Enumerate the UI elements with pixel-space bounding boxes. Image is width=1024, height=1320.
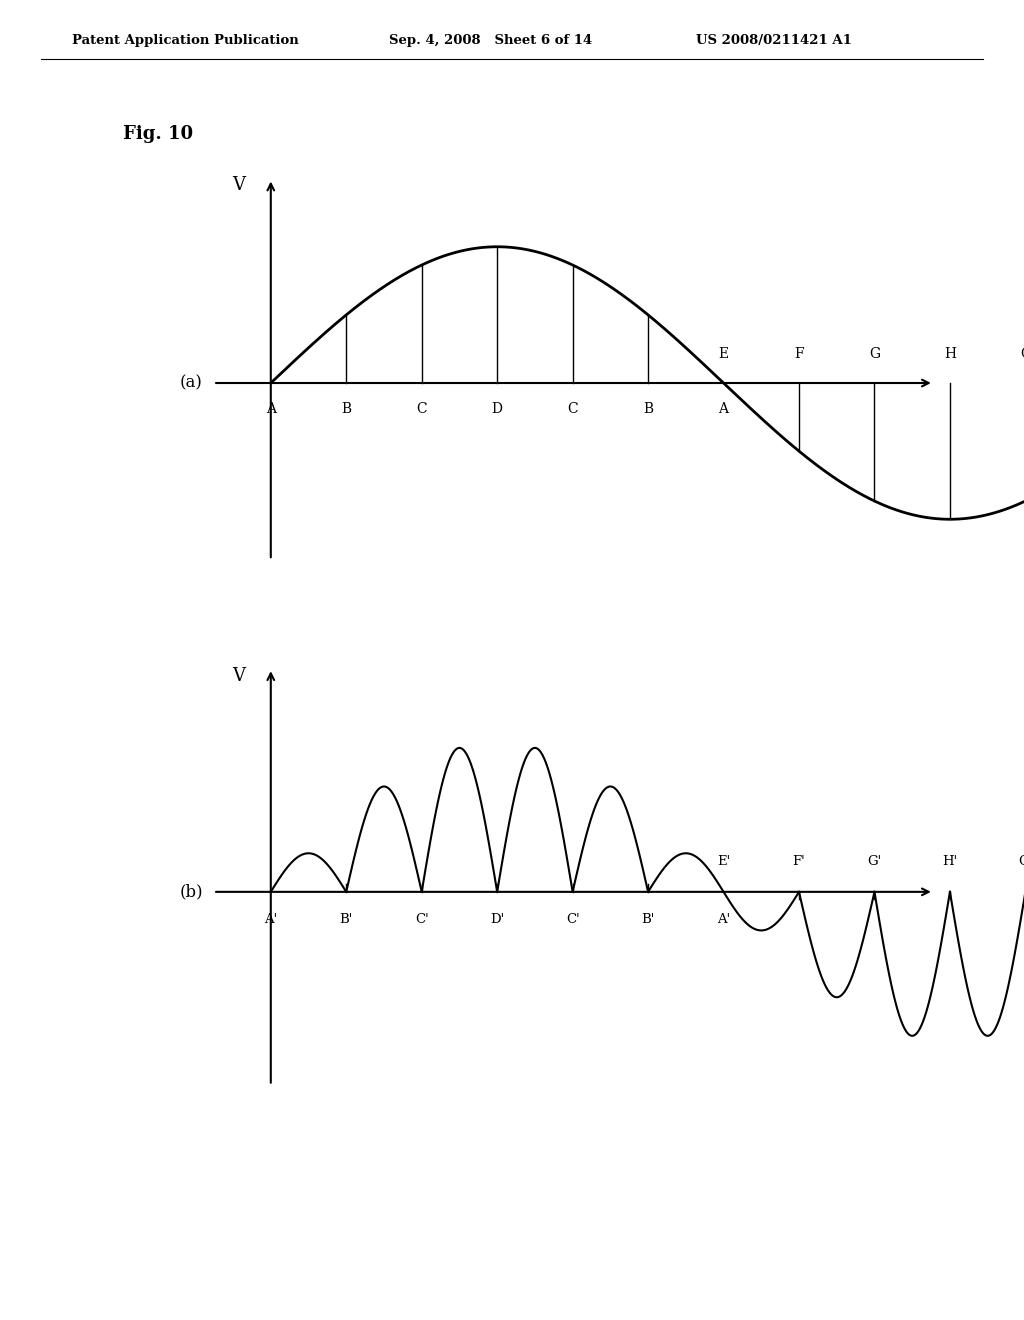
Text: F': F' [793, 855, 806, 869]
Text: F: F [795, 347, 804, 362]
Text: G: G [869, 347, 880, 362]
Text: G': G' [1018, 855, 1024, 869]
Text: C: C [567, 403, 578, 416]
Text: (b): (b) [180, 883, 204, 900]
Text: A: A [719, 403, 728, 416]
Text: A: A [266, 403, 275, 416]
Text: (a): (a) [180, 375, 203, 392]
Text: G': G' [867, 855, 882, 869]
Text: Sep. 4, 2008   Sheet 6 of 14: Sep. 4, 2008 Sheet 6 of 14 [389, 34, 592, 48]
Text: G: G [1020, 347, 1024, 362]
Text: A': A' [264, 912, 278, 925]
Text: E': E' [717, 855, 730, 869]
Text: D': D' [490, 912, 504, 925]
Text: D: D [492, 403, 503, 416]
Text: E: E [719, 347, 729, 362]
Text: US 2008/0211421 A1: US 2008/0211421 A1 [696, 34, 852, 48]
Text: V: V [232, 667, 246, 685]
Text: Fig. 10: Fig. 10 [123, 125, 193, 144]
Text: V: V [232, 177, 246, 194]
Text: Patent Application Publication: Patent Application Publication [72, 34, 298, 48]
Text: C': C' [415, 912, 429, 925]
Text: B: B [643, 403, 653, 416]
Text: C: C [417, 403, 427, 416]
Text: B': B' [641, 912, 654, 925]
Text: B: B [341, 403, 351, 416]
Text: C': C' [565, 912, 580, 925]
Text: H: H [944, 347, 956, 362]
Text: B': B' [340, 912, 353, 925]
Text: H': H' [942, 855, 957, 869]
Text: A': A' [717, 912, 730, 925]
